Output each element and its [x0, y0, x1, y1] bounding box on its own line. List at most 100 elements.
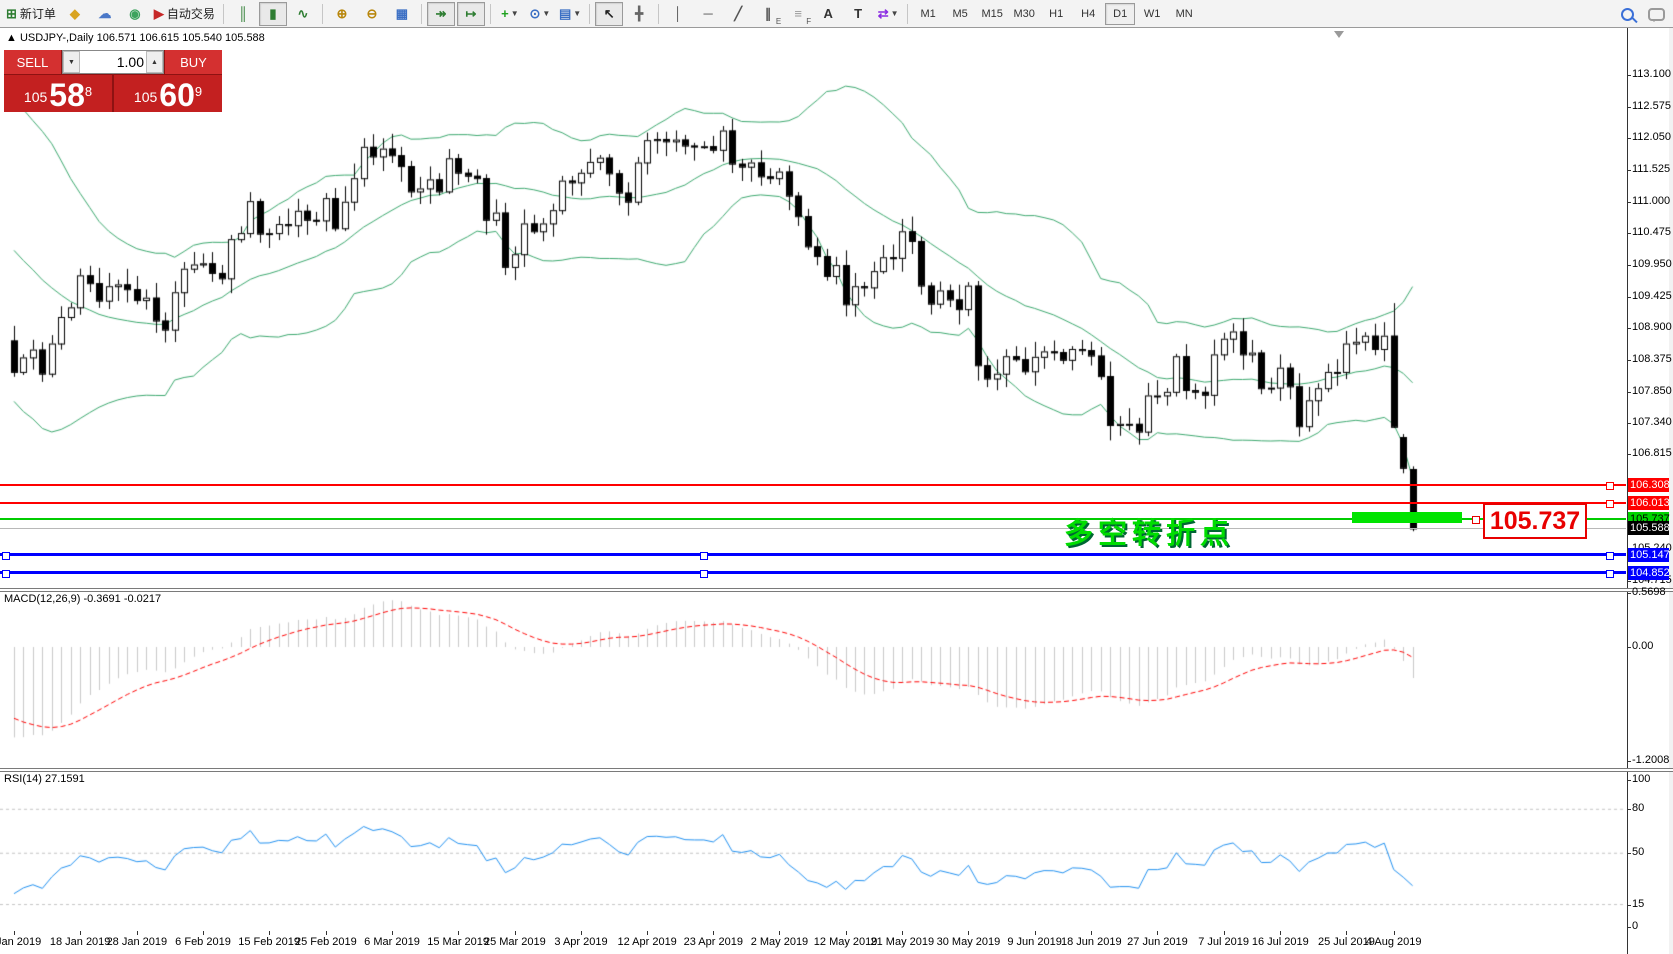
rsi-pane-separator[interactable]	[0, 768, 1673, 772]
date-axis-tick	[1346, 931, 1348, 935]
trendline-button[interactable]: ╱	[724, 2, 752, 26]
arrows-icon: ⇄	[877, 5, 889, 21]
date-axis-label: 25 Feb 2019	[294, 936, 357, 948]
macd-pane-separator[interactable]	[0, 588, 1673, 592]
support-line-1-handle[interactable]	[1606, 551, 1614, 560]
pivot-annotation-text[interactable]: 多空转折点	[1064, 518, 1235, 550]
volume-increase-button[interactable]: ▲	[146, 51, 163, 73]
macd-axis-label: 0.00	[1632, 640, 1654, 652]
price-axis-tick	[1627, 201, 1631, 203]
arrows-button-dropdown-arrow[interactable]: ▼	[890, 9, 899, 18]
indicators-button-dropdown-arrow[interactable]: ▼	[510, 9, 519, 18]
timeframe-m30[interactable]: M30	[1013, 7, 1035, 20]
timeframe-h1[interactable]: H1	[1049, 7, 1064, 20]
cursor-button[interactable]: ↖	[595, 1, 624, 26]
templates-button-dropdown-arrow[interactable]: ▼	[573, 9, 582, 18]
rsi-axis-label: 80	[1632, 802, 1645, 815]
price-axis-label: 109.950	[1632, 258, 1672, 271]
line-chart-button[interactable]: ∿	[289, 2, 317, 26]
price-axis-tick	[1627, 138, 1631, 140]
support-line-1-handle[interactable]	[2, 551, 10, 560]
resistance-line-1-handle[interactable]	[1606, 481, 1614, 490]
support-line-2-handle[interactable]	[1606, 569, 1614, 578]
horizontal-line-icon: ─	[703, 6, 713, 21]
icon-subscript: F	[806, 16, 812, 26]
volume-input[interactable]	[80, 53, 146, 71]
timeframe-h4[interactable]: H4	[1081, 7, 1096, 20]
support-line-2-handle[interactable]	[700, 569, 708, 578]
support-line-2-handle[interactable]	[2, 569, 10, 578]
date-axis-label: 9 Jan 2019	[0, 936, 42, 948]
bar-chart-button[interactable]: ║	[229, 2, 257, 26]
date-axis-tick	[713, 931, 715, 935]
price-axis-label: 108.375	[1632, 353, 1672, 366]
date-axis-label: 27 Jun 2019	[1127, 936, 1188, 948]
resistance-line-2-handle[interactable]	[1606, 499, 1614, 508]
pivot-price-label[interactable]: 105.737	[1483, 503, 1587, 539]
timeframe-w1[interactable]: W1	[1143, 7, 1161, 20]
volume-decrease-button[interactable]: ▼	[63, 51, 80, 73]
resistance-line-2[interactable]	[0, 501, 1626, 504]
horizontal-line-button[interactable]: ─	[694, 2, 722, 26]
zoom-out-button[interactable]: ⊖	[358, 2, 386, 26]
search-icon[interactable]	[1621, 7, 1634, 21]
support-line-1-handle[interactable]	[700, 551, 708, 560]
candlestick-chart-button[interactable]: ▮	[258, 1, 287, 26]
date-axis-label: 15 Feb 2019	[238, 936, 301, 948]
toolbar-separator	[589, 3, 591, 24]
indicators-button[interactable]: + ▼	[496, 2, 524, 26]
price-axis-tick	[1627, 170, 1631, 172]
volume-box: ▼ ▲	[62, 50, 164, 74]
support-line-2-price-badge: 104.852	[1628, 565, 1670, 580]
price-axis-tick	[1627, 454, 1631, 456]
date-axis-label: 4 Aug 2019	[1365, 936, 1422, 948]
chat-icon[interactable]	[1648, 7, 1665, 22]
support-line-1[interactable]	[0, 553, 1626, 557]
support-line-2[interactable]	[0, 571, 1626, 575]
text-label-button[interactable]: T	[844, 2, 872, 26]
mql5-profile-icon[interactable]: ☁	[91, 2, 119, 26]
periods-button-dropdown-arrow[interactable]: ▼	[542, 9, 551, 18]
equidistant-channel-button[interactable]: ∥ E	[754, 2, 782, 26]
macd-axis-label: -1.2008	[1632, 753, 1670, 766]
sell-button[interactable]: SELL	[4, 50, 61, 74]
vertical-line-icon: │	[674, 6, 683, 21]
date-axis-label: 7 Jul 2019	[1198, 936, 1249, 948]
arrows-button[interactable]: ⇄ ▼	[874, 2, 902, 26]
vertical-line-button[interactable]: │	[664, 2, 692, 26]
date-axis-tick	[779, 931, 781, 935]
autotrading-button[interactable]: ▶ 自动交易	[151, 2, 218, 26]
price-axis-label: 112.050	[1632, 131, 1671, 144]
date-axis-tick	[1034, 931, 1036, 935]
price-axis-tick	[1627, 296, 1631, 298]
new-order-button[interactable]: ⊞ 新订单	[3, 2, 59, 26]
label-anchor-handle[interactable]	[1472, 516, 1480, 524]
fibonacci-button[interactable]: ≡ F	[784, 2, 812, 26]
crosshair-button[interactable]: ╋	[625, 2, 653, 26]
buy-button[interactable]: BUY	[165, 50, 222, 74]
templates-button[interactable]: ▤ ▼	[556, 2, 584, 26]
auto-scroll-button[interactable]: ↠	[426, 1, 455, 26]
resistance-line-1-price-badge: 106.308	[1628, 477, 1670, 492]
pivot-highlight-bar[interactable]	[1352, 512, 1462, 523]
date-axis-tick	[203, 931, 204, 935]
zoom-in-button[interactable]: ⊕	[328, 2, 356, 26]
tile-windows-button[interactable]: ▦	[388, 2, 416, 26]
collapse-icon[interactable]: ▲	[6, 32, 17, 44]
pivot-line[interactable]	[0, 518, 1626, 521]
buy-price[interactable]: 105 60 9	[114, 75, 222, 112]
price-chart-canvas[interactable]	[0, 28, 1673, 954]
timeframe-d1[interactable]: D1	[1105, 2, 1136, 25]
timeframe-mn[interactable]: MN	[1175, 7, 1193, 20]
timeframe-m5[interactable]: M5	[952, 7, 968, 20]
timeframe-m15[interactable]: M15	[981, 7, 1003, 20]
sell-price[interactable]: 105 58 8	[4, 75, 112, 112]
signals-icon[interactable]: ◉	[121, 2, 149, 26]
timeframe-m1[interactable]: M1	[920, 7, 936, 20]
metaeditor-icon[interactable]: ◆	[61, 2, 89, 26]
chart-shift-button[interactable]: ↦	[456, 1, 485, 26]
periods-button[interactable]: ⊙ ▼	[526, 2, 554, 26]
text-button[interactable]: A	[814, 2, 842, 26]
buy-price-handle: 105	[133, 89, 158, 105]
resistance-line-1[interactable]	[0, 483, 1626, 486]
